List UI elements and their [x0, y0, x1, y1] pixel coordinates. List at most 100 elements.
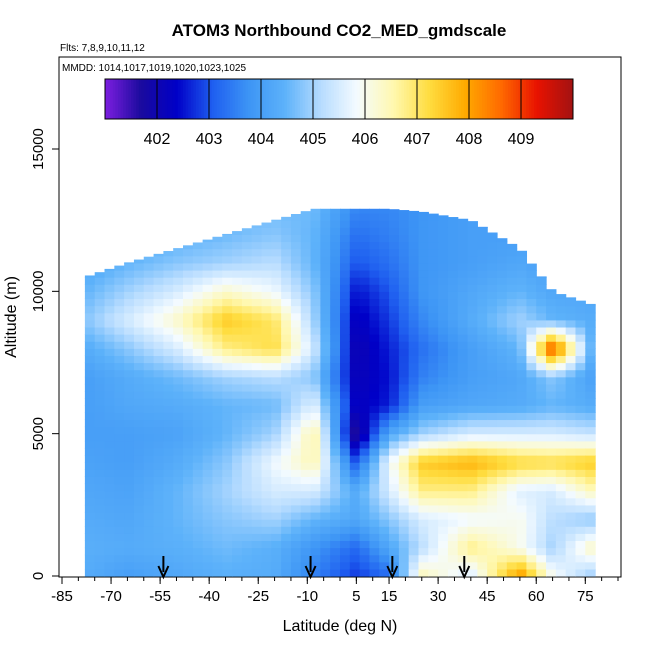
curtain-cell [281, 319, 292, 328]
curtain-cell [222, 398, 233, 406]
curtain-cell [487, 355, 498, 364]
curtain-cell [320, 519, 331, 527]
curtain-cell [124, 497, 135, 506]
curtain-cell [320, 305, 331, 314]
curtain-cell [202, 469, 214, 477]
curtain-cell [310, 533, 321, 542]
curtain-cell [281, 334, 292, 342]
colorbar-swatch [536, 79, 540, 119]
curtain-cell [183, 277, 194, 285]
curtain-cell [369, 447, 380, 456]
curtain-cell [310, 462, 321, 470]
curtain-cell [428, 462, 439, 470]
curtain-cell [183, 426, 194, 435]
curtain-cell [330, 462, 341, 470]
curtain-cell [349, 390, 361, 399]
curtain-cell [565, 326, 577, 335]
curtain-cell [457, 241, 469, 250]
curtain-cell [261, 490, 272, 499]
curtain-cell [477, 547, 488, 556]
curtain-cell [457, 462, 469, 470]
curtain-cell [349, 483, 361, 492]
curtain-cell [143, 348, 155, 356]
curtain-cell [506, 568, 518, 577]
curtain-cell [124, 533, 135, 542]
curtain-cell [114, 405, 125, 413]
curtain-cell [536, 412, 547, 421]
curtain-cell [379, 298, 390, 307]
curtain-cell [300, 440, 312, 449]
curtain-cell [418, 398, 429, 406]
curtain-cell [330, 390, 341, 399]
curtain-cell [340, 334, 351, 342]
curtain-cell [271, 369, 282, 378]
curtain-cell [290, 277, 302, 285]
curtain-cell [222, 554, 233, 563]
colorbar-swatch [157, 79, 161, 119]
curtain-cell [212, 561, 223, 570]
curtain-cell [143, 469, 155, 477]
curtain-cell [183, 298, 194, 307]
curtain-cell [349, 241, 361, 250]
curtain-cell [359, 540, 371, 549]
curtain-cell [241, 284, 253, 292]
curtain-cell [418, 326, 429, 335]
curtain-cell [84, 376, 96, 385]
curtain-cell [261, 383, 272, 392]
curtain-cell [163, 390, 174, 399]
curtain-cell [349, 568, 361, 577]
curtain-cell [379, 412, 390, 421]
curtain-cell [192, 490, 204, 499]
curtain-cell [290, 540, 302, 549]
curtain-cell [506, 419, 518, 428]
curtain-cell [340, 412, 351, 421]
curtain-cell [398, 526, 410, 534]
curtain-cell [241, 433, 253, 442]
curtain-cell [124, 369, 135, 378]
curtain-cell [271, 355, 282, 364]
curtain-cell [84, 526, 96, 534]
curtain-cell [506, 476, 518, 485]
curtain-cell [447, 568, 459, 577]
curtain-cell [202, 490, 214, 499]
curtain-cell [506, 376, 518, 385]
curtain-cell [202, 554, 214, 563]
curtain-cell [340, 519, 351, 527]
curtain-cell [94, 511, 106, 520]
curtain-cell [94, 490, 106, 499]
curtain-cell [496, 369, 508, 378]
colorbar-swatch [245, 79, 249, 119]
curtain-cell [359, 511, 371, 520]
curtain-cell [496, 269, 508, 278]
curtain-cell [359, 490, 371, 499]
curtain-cell [104, 277, 115, 285]
curtain-cell [310, 540, 321, 549]
colorbar-swatch [466, 79, 470, 119]
curtain-cell [555, 405, 567, 413]
curtain-cell [349, 433, 361, 442]
curtain-cell [143, 547, 155, 556]
curtain-cell [310, 220, 321, 228]
curtain-cell [104, 369, 115, 378]
curtain-cell [389, 284, 400, 292]
curtain-cell [300, 277, 312, 285]
curtain-cell [143, 277, 155, 285]
curtain-cell [183, 483, 194, 492]
curtain-cell [575, 341, 586, 349]
colorbar-swatch [443, 79, 447, 119]
curtain-cell [290, 234, 302, 243]
curtain-cell [418, 440, 429, 449]
curtain-cell [232, 462, 243, 470]
curtain-cell [585, 561, 596, 570]
curtain-cell [330, 540, 341, 549]
curtain-cell [457, 305, 469, 314]
curtain-cell [202, 262, 214, 271]
curtain-cell [359, 561, 371, 570]
curtain-cell [398, 533, 410, 542]
curtain-cell [487, 554, 498, 563]
curtain-cell [104, 348, 115, 356]
curtain-cell [555, 440, 567, 449]
curtain-cell [261, 426, 272, 435]
curtain-cell [271, 291, 282, 300]
curtain-cell [467, 540, 478, 549]
